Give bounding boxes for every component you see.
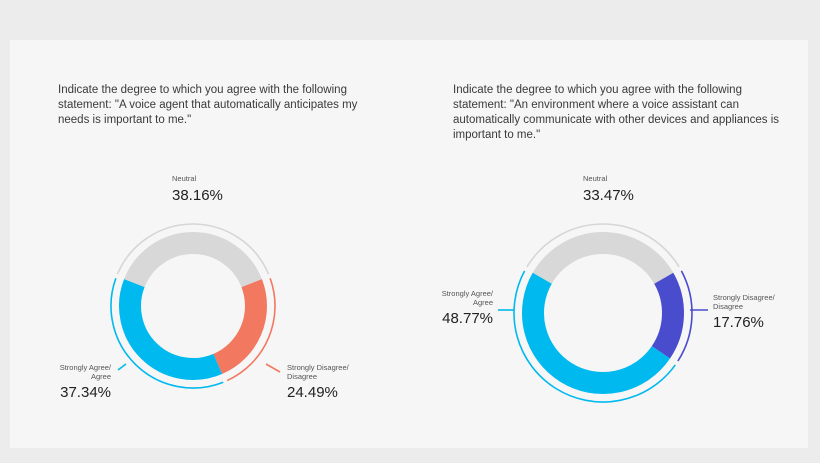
chart-1-label-neutral: Neutral [172,174,197,183]
chart-1-label-disagree: Disagree [287,372,317,381]
chart-2-label-disagree: Disagree [713,302,743,311]
chart-2-slice-agree [522,272,671,395]
chart-1-slice-agree [119,279,223,380]
chart-2-slice-neutral [532,232,674,285]
chart-1-value-disagree: 24.49% [287,384,338,401]
chart-1-outer-arc-agree [110,277,224,389]
chart-2-label-agree: Agree [473,298,493,307]
chart-2-label-disagree: Strongly Disagree/ [713,293,776,302]
chart-2-label-neutral: Neutral [583,174,608,183]
chart-2-outer-arc-agree [513,270,676,403]
chart-2-outer-arc-neutral [526,223,680,268]
chart-1-question: Indicate the degree to which you agree w… [58,84,358,126]
chart-1-value-neutral: 38.16% [172,187,223,204]
chart-1-leader-disagree [265,363,281,373]
chart-1-outer-arc-neutral [116,223,270,275]
chart-2-outer-arc-disagree [677,270,693,362]
chart-2-value-disagree: 17.76% [713,314,764,331]
chart-1-label-agree: Strongly Agree/ [60,363,112,372]
chart-1-slice-neutral [124,232,262,288]
chart-2-value-neutral: 33.47% [583,187,634,204]
chart-2-value-agree: 48.77% [442,310,493,327]
chart-1-label-disagree: Strongly Disagree/ [287,363,350,372]
chart-1-value-agree: 37.34% [60,384,111,401]
chart-1-outer-arc-disagree [226,277,276,382]
chart-2-label-agree: Strongly Agree/ [442,289,494,298]
chart-2-slice-disagree [651,272,684,359]
chart-1-leader-agree [117,363,127,371]
chart-2-question: Indicate the degree to which you agree w… [453,84,779,141]
survey-results-card [10,40,808,448]
chart-1-label-agree: Agree [91,372,111,381]
chart-1-slice-disagree [212,279,267,375]
